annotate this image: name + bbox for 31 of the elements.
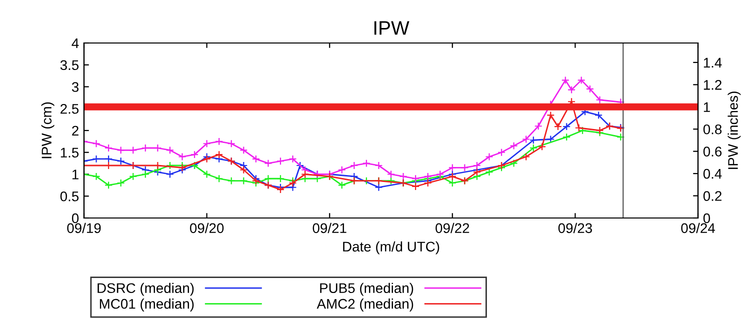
y2-axis-title: IPW (inches) xyxy=(728,92,741,169)
y2-tick-label: 1.4 xyxy=(704,58,722,68)
x-tick-label: 09/20 xyxy=(190,222,224,234)
legend-label: MC01 (median) xyxy=(100,298,194,312)
y-tick-label: 2 xyxy=(72,126,78,136)
legend-label: DSRC (median) xyxy=(98,282,194,296)
y-tick-label: 4 xyxy=(72,38,79,48)
y2-tick-label: 1.2 xyxy=(704,80,722,90)
chart-title: IPW xyxy=(374,21,410,35)
legend-label: PUB5 (median) xyxy=(320,282,414,296)
y2-tick-label: 1 xyxy=(704,102,710,112)
y-tick-label: 1 xyxy=(72,170,78,180)
y2-tick-label: 0 xyxy=(703,213,710,224)
x-tick-label: 09/22 xyxy=(436,222,470,234)
y-tick-label: 3 xyxy=(72,82,79,92)
x-tick-label: 09/24 xyxy=(681,222,715,234)
x-tick-label: 09/21 xyxy=(312,222,346,234)
y2-tick-label: 0.2 xyxy=(703,191,722,201)
y-axis-title: IPW (cm) xyxy=(41,102,54,158)
legend-label: AMC2 (median) xyxy=(316,298,414,312)
x-tick-label: 09/19 xyxy=(67,222,101,234)
y2-tick-label: 0.8 xyxy=(703,124,722,134)
y-tick-label: 1.5 xyxy=(60,148,79,158)
y2-tick-label: 0.4 xyxy=(703,168,722,179)
y-tick-label: 2.5 xyxy=(60,104,79,114)
x-tick-label: 09/23 xyxy=(558,222,592,234)
y2-tick-label: 0.6 xyxy=(703,146,722,157)
y-tick-label: 0 xyxy=(72,213,79,224)
y-tick-label: 3.5 xyxy=(60,60,79,70)
x-axis-title: Date (m/d UTC) xyxy=(343,241,440,254)
y-tick-label: 0.5 xyxy=(60,191,79,202)
